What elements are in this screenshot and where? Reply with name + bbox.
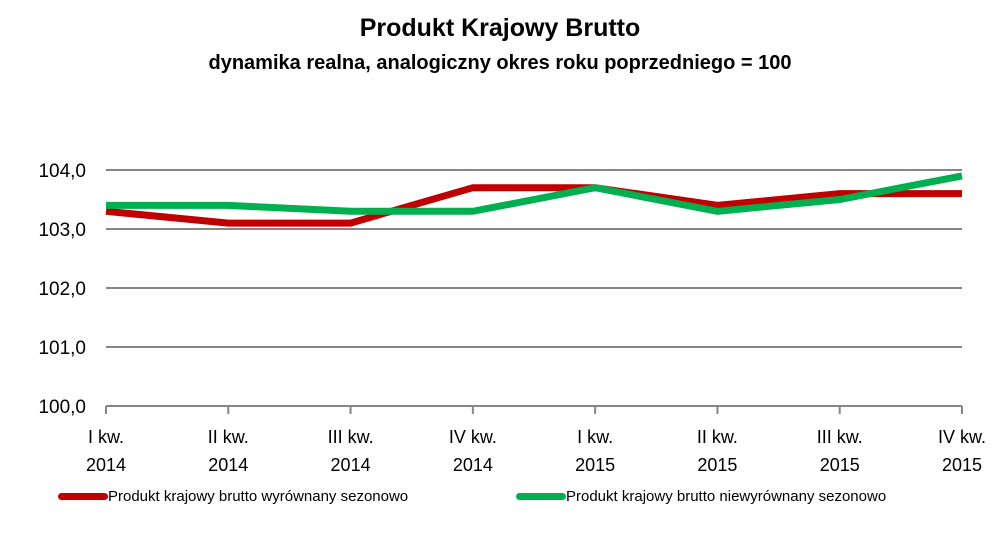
x-tick-label: IV kw. <box>938 427 986 447</box>
x-tick-label: 2015 <box>697 455 737 475</box>
y-tick-label: 100,0 <box>38 397 86 418</box>
chart-subtitle: dynamika realna, analogiczny okres roku … <box>208 52 792 74</box>
x-tick-label: II kw. <box>697 427 738 447</box>
y-tick-label: 102,0 <box>38 279 86 300</box>
x-tick-label: 2014 <box>208 455 248 475</box>
x-tick-label: 2015 <box>942 455 982 475</box>
x-tick-label: III kw. <box>817 427 863 447</box>
legend-swatch-green <box>516 493 566 500</box>
legend-item-not-seasonally-adjusted: Produkt krajowy brutto niewyrównany sezo… <box>516 488 886 505</box>
x-tick-label: 2015 <box>820 455 860 475</box>
y-tick-label: 104,0 <box>38 161 86 182</box>
x-tick-label: I kw. <box>577 427 613 447</box>
legend-label: Produkt krajowy brutto niewyrównany sezo… <box>566 488 887 505</box>
legend-label: Produkt krajowy brutto wyrównany sezonow… <box>108 488 409 505</box>
x-tick-label: 2014 <box>331 455 371 475</box>
y-tick-label: 103,0 <box>38 220 86 241</box>
series-line-0 <box>105 184 962 227</box>
x-tick-label: 2014 <box>86 455 126 475</box>
y-tick-label: 101,0 <box>38 338 86 359</box>
series-line-1 <box>106 172 963 215</box>
x-tick-label: 2015 <box>575 455 615 475</box>
x-tick-label: 2014 <box>453 455 493 475</box>
legend-swatch-red <box>58 493 108 500</box>
legend-item-seasonally-adjusted: Produkt krajowy brutto wyrównany sezonow… <box>58 488 408 505</box>
x-tick-label: I kw. <box>88 427 124 447</box>
chart-title: Produkt Krajowy Brutto <box>359 14 641 42</box>
x-tick-label: II kw. <box>208 427 249 447</box>
x-tick-label: IV kw. <box>449 427 497 447</box>
x-tick-label: III kw. <box>328 427 374 447</box>
